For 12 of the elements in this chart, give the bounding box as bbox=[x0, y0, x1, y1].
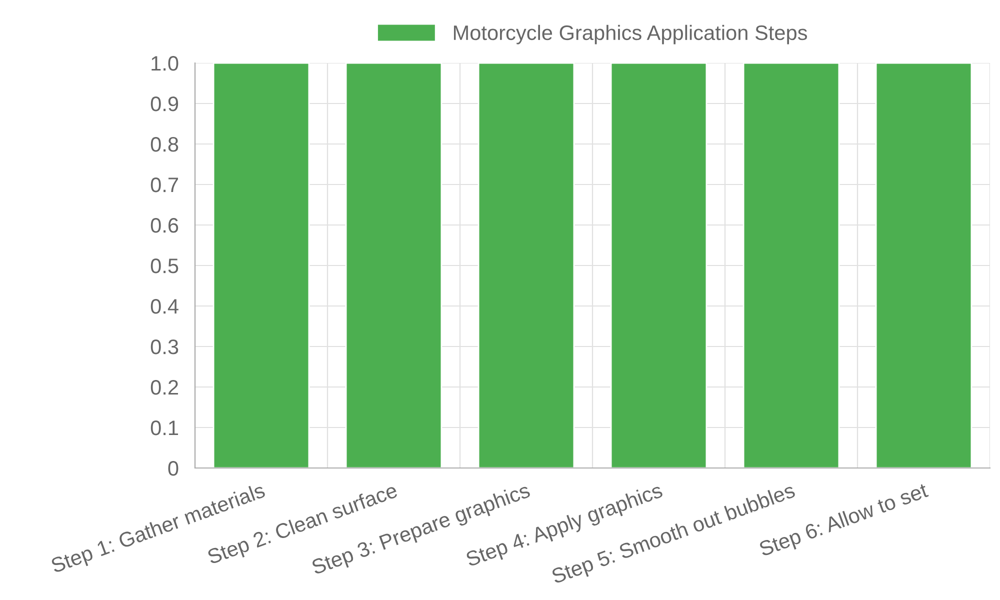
y-tick-label: 0.1 bbox=[150, 420, 178, 436]
y-tick-label: 1.0 bbox=[152, 56, 178, 71]
y-tick-label: 0 bbox=[168, 461, 178, 476]
y-tick-label: 0.5 bbox=[150, 258, 178, 274]
y-tick-label: 0.3 bbox=[150, 340, 178, 354]
legend-label: Motorcycle Graphics Application Steps bbox=[454, 24, 808, 44]
y-tick-label: 0.2 bbox=[150, 380, 178, 395]
y-tick-label: 0.4 bbox=[150, 299, 178, 314]
y-tick-label: 0.8 bbox=[150, 137, 178, 152]
y-tick-label: 0.6 bbox=[150, 218, 178, 233]
y-tick-label: 0.9 bbox=[150, 96, 178, 112]
y-tick-label: 0.7 bbox=[150, 178, 178, 192]
